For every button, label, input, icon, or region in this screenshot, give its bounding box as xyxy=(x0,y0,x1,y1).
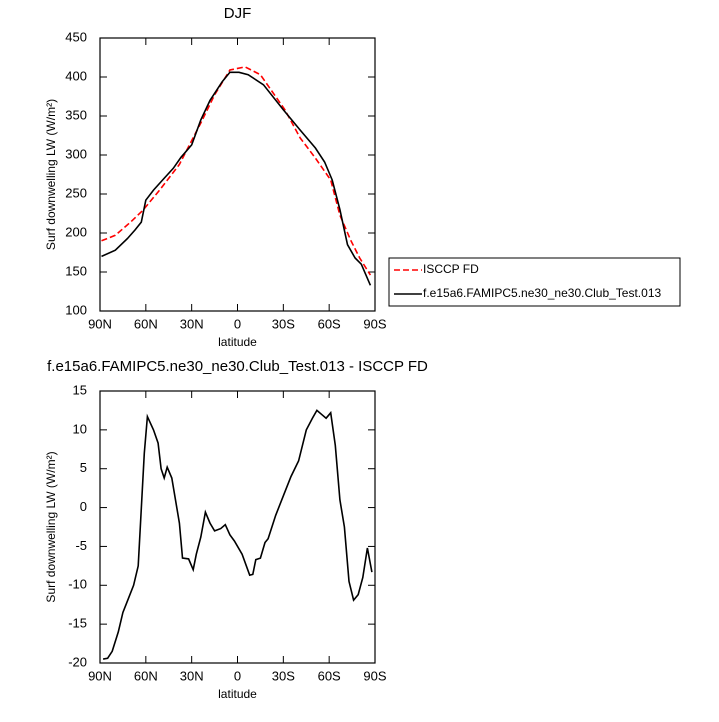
x-tick-label: 0 xyxy=(234,668,241,683)
plot-frame xyxy=(99,37,376,312)
y-axis-label: Surf downwelling LW (W/m²) xyxy=(44,99,58,250)
y-tick-label: -5 xyxy=(75,538,87,553)
chart-title: f.e15a6.FAMIPC5.ne30_ne30.Club_Test.013 … xyxy=(47,358,428,375)
x-tick-label: 90N xyxy=(88,316,112,331)
x-tick-label: 30S xyxy=(272,668,295,683)
legend-label: ISCCP FD xyxy=(423,262,479,276)
y-tick-label: 450 xyxy=(65,29,87,44)
legend-label: f.e15a6.FAMIPC5.ne30_ne30.Club_Test.013 xyxy=(423,286,661,300)
x-axis-label: latitude xyxy=(218,687,257,701)
x-tick-label: 30N xyxy=(180,316,204,331)
y-tick-label: 15 xyxy=(73,382,87,397)
x-tick-label: 30S xyxy=(272,316,295,331)
data-line xyxy=(102,409,373,660)
y-tick-label: 10 xyxy=(73,421,87,436)
x-tick-label: 60N xyxy=(134,668,158,683)
x-tick-label: 30N xyxy=(180,668,204,683)
legend-box xyxy=(388,257,681,307)
x-tick-label: 90N xyxy=(88,668,112,683)
chart-title: DJF xyxy=(224,5,252,22)
y-tick-label: 100 xyxy=(65,302,87,317)
x-tick-label: 60N xyxy=(134,316,158,331)
x-tick-label: 60S xyxy=(318,668,341,683)
y-tick-label: -10 xyxy=(68,577,87,592)
data-line xyxy=(101,71,372,286)
y-tick-label: -20 xyxy=(68,654,87,669)
y-tick-label: 400 xyxy=(65,68,87,83)
y-axis-label: Surf downwelling LW (W/m²) xyxy=(44,451,58,602)
y-tick-label: 250 xyxy=(65,185,87,200)
x-tick-label: 0 xyxy=(234,316,241,331)
y-tick-label: 0 xyxy=(80,499,87,514)
y-tick-label: 200 xyxy=(65,224,87,239)
y-tick-label: 300 xyxy=(65,146,87,161)
x-axis-label: latitude xyxy=(218,335,257,349)
y-tick-label: 350 xyxy=(65,107,87,122)
y-tick-label: -15 xyxy=(68,616,87,631)
y-tick-label: 5 xyxy=(80,460,87,475)
x-tick-label: 90S xyxy=(363,316,386,331)
x-tick-label: 60S xyxy=(318,316,341,331)
y-tick-label: 150 xyxy=(65,263,87,278)
data-line xyxy=(101,66,372,276)
x-tick-label: 90S xyxy=(363,668,386,683)
